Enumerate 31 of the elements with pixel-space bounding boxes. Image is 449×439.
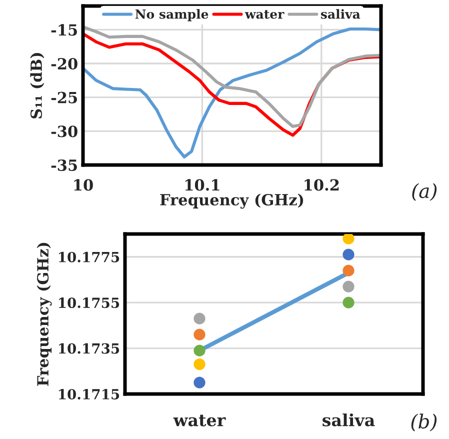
y-tick-label: -15 bbox=[51, 24, 77, 36]
x-tick-label: 10 bbox=[74, 179, 93, 191]
point bbox=[194, 328, 206, 340]
y-axis-title: S₁₁ (dB) bbox=[30, 53, 44, 118]
y-tick-label: -30 bbox=[51, 126, 78, 138]
text: (a) bbox=[412, 183, 437, 201]
legend-label: No sample bbox=[135, 9, 208, 22]
point bbox=[342, 234, 354, 244]
point bbox=[342, 264, 354, 276]
point bbox=[342, 248, 354, 260]
x-axis-title: Frequency (GHz) bbox=[160, 194, 304, 209]
text: (b) bbox=[411, 414, 437, 432]
x-tick-label: 10.2 bbox=[304, 179, 339, 191]
y-tick-label: -25 bbox=[51, 92, 77, 104]
y-tick-label: 10.1715 bbox=[59, 388, 120, 400]
y-tick-label: 10.1775 bbox=[59, 252, 120, 262]
legend-label: saliva bbox=[320, 9, 360, 19]
point bbox=[194, 312, 206, 324]
x-tick-label: 10.1 bbox=[185, 179, 220, 191]
y-axis-title: Frequency (GHz) bbox=[36, 242, 52, 386]
y-tick-label: 10.1755 bbox=[59, 298, 120, 308]
point bbox=[342, 296, 354, 308]
y-tick-label: -35 bbox=[51, 159, 77, 172]
point bbox=[194, 344, 206, 356]
point bbox=[194, 358, 206, 370]
y-tick-label: 10.1735 bbox=[59, 343, 120, 354]
line-series bbox=[83, 27, 381, 158]
point bbox=[194, 376, 206, 388]
y-tick-label: -20 bbox=[51, 58, 78, 70]
legend-label: water bbox=[244, 10, 284, 19]
point bbox=[342, 280, 354, 292]
